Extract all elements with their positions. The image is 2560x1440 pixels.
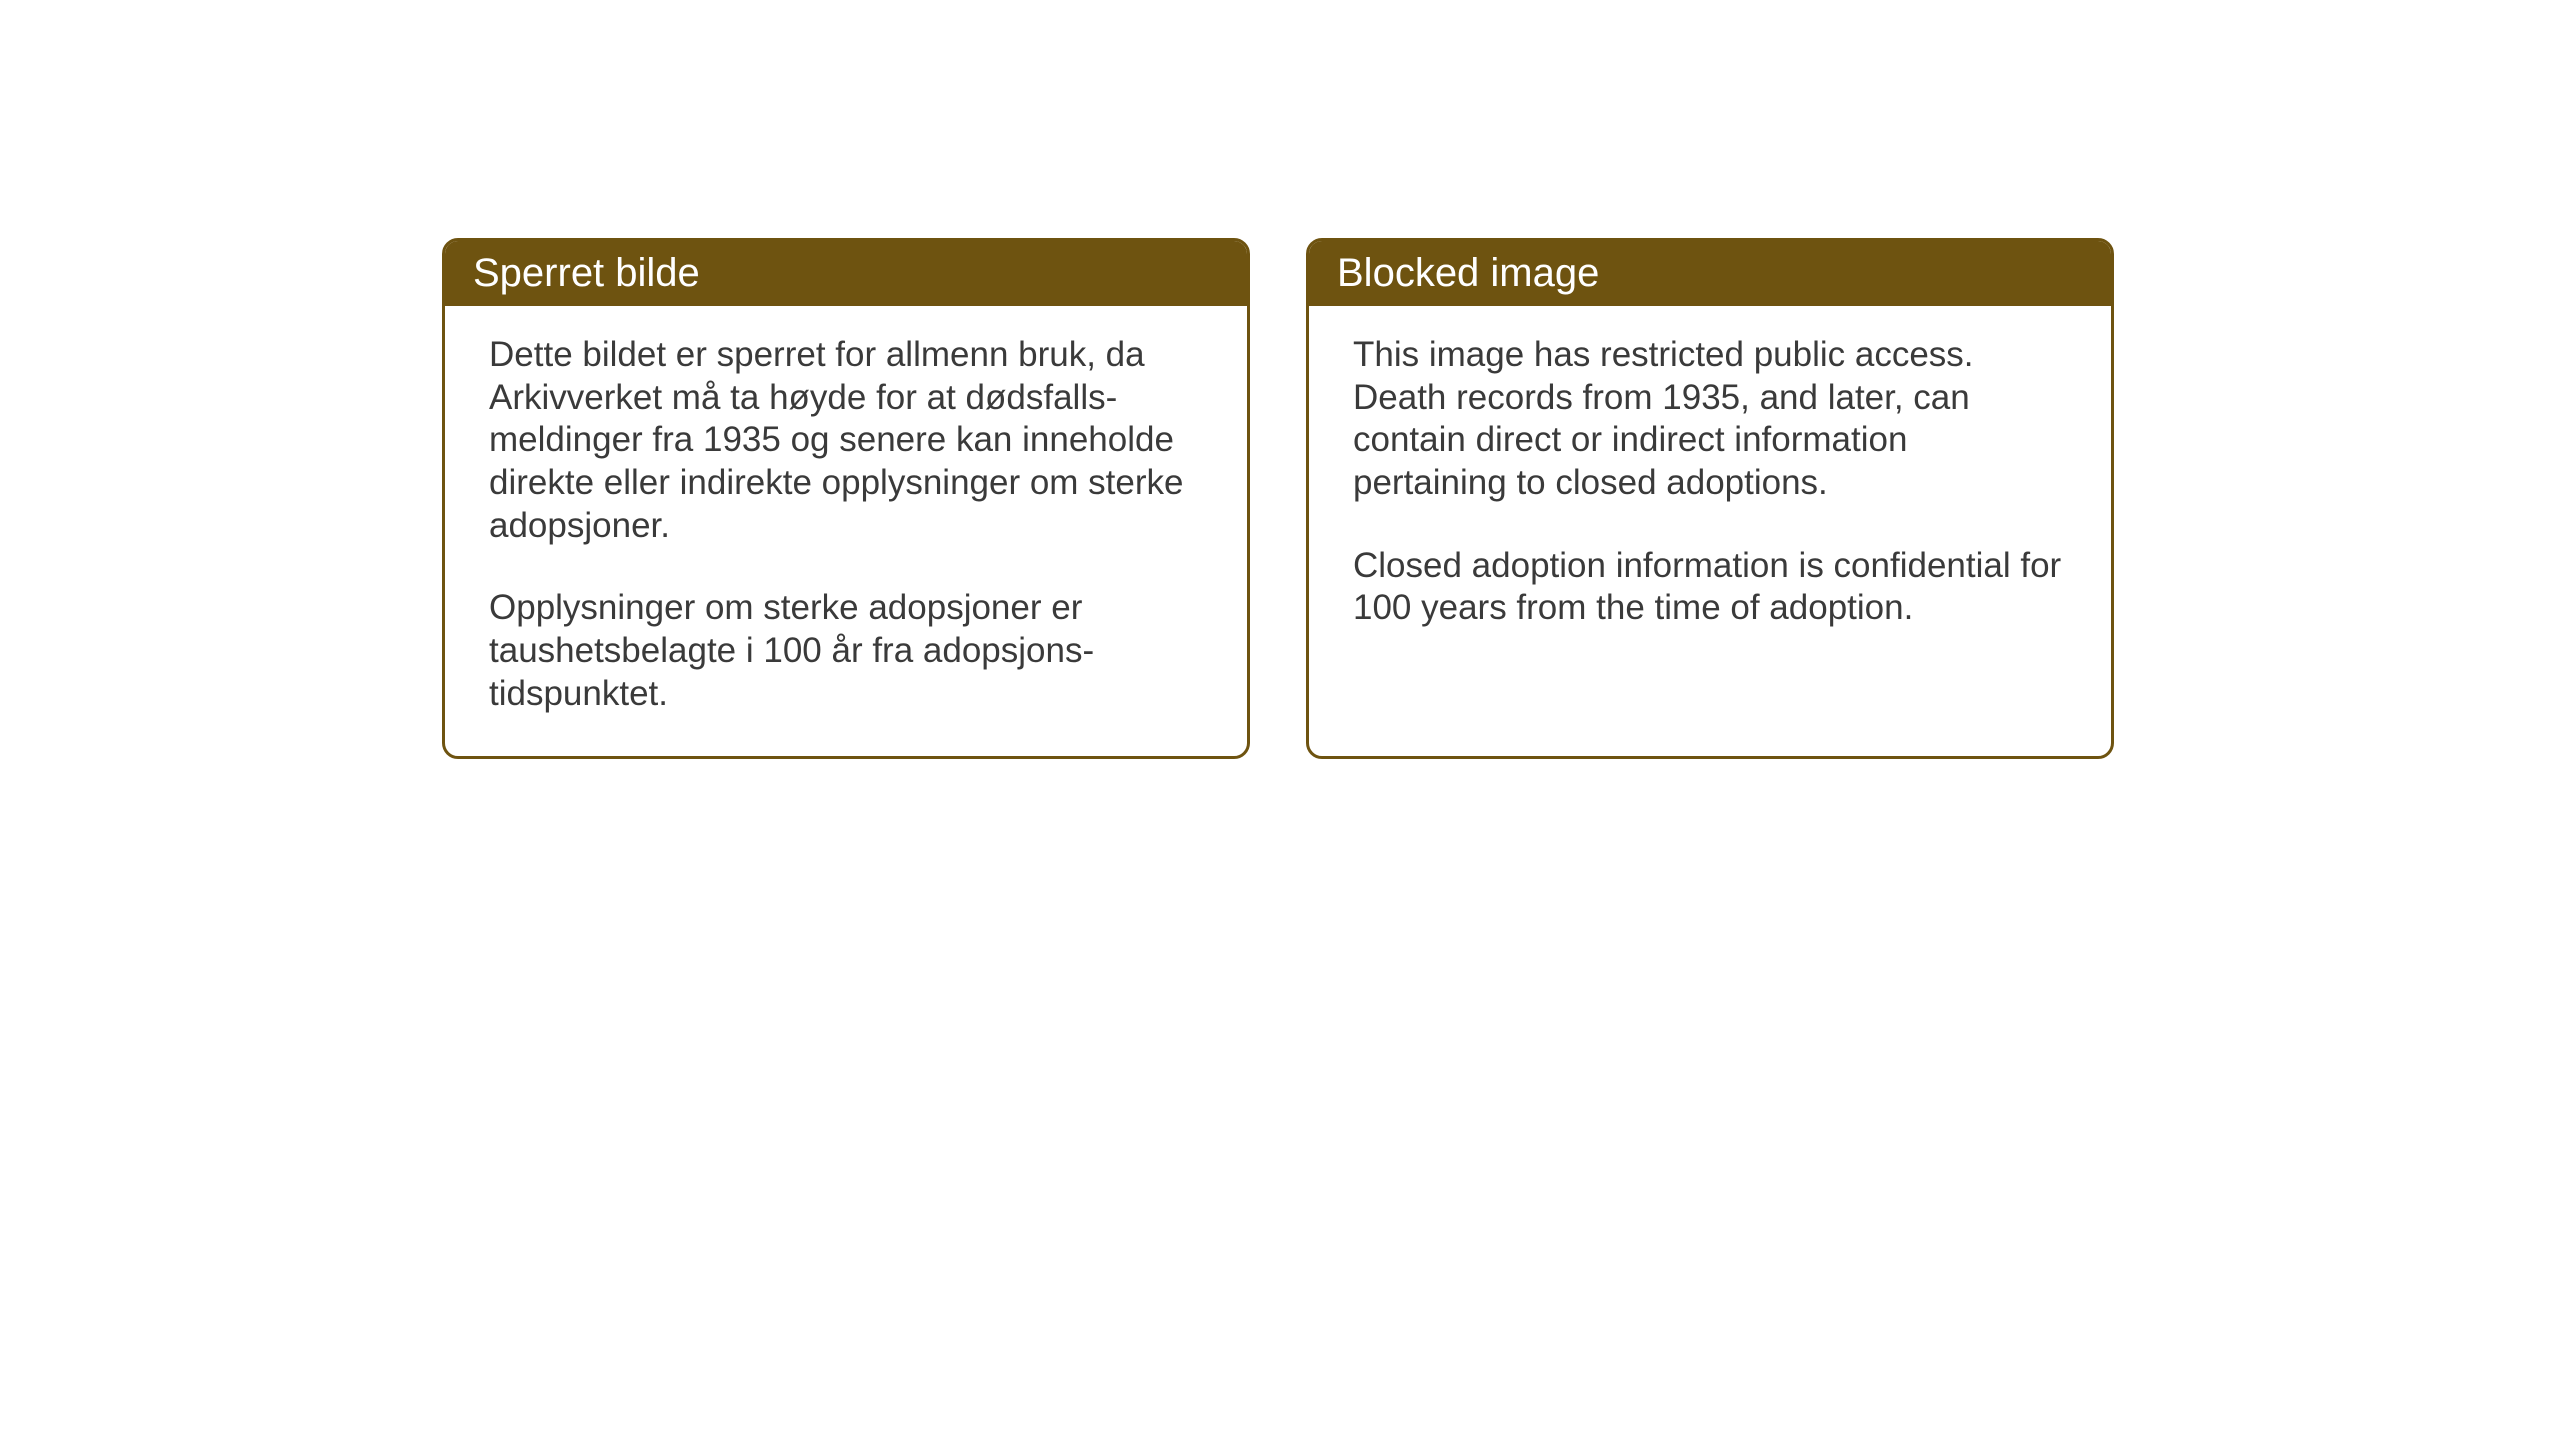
notice-container: Sperret bilde Dette bildet er sperret fo…	[442, 238, 2114, 759]
notice-header-norwegian: Sperret bilde	[445, 241, 1247, 306]
notice-box-norwegian: Sperret bilde Dette bildet er sperret fo…	[442, 238, 1250, 759]
notice-title-english: Blocked image	[1337, 251, 1599, 295]
notice-body-norwegian: Dette bildet er sperret for allmenn bruk…	[445, 306, 1247, 756]
notice-paragraph-1-english: This image has restricted public access.…	[1353, 334, 2067, 505]
notice-header-english: Blocked image	[1309, 241, 2111, 306]
notice-paragraph-1-norwegian: Dette bildet er sperret for allmenn bruk…	[489, 334, 1203, 547]
notice-paragraph-2-english: Closed adoption information is confident…	[1353, 545, 2067, 630]
notice-title-norwegian: Sperret bilde	[473, 251, 700, 295]
notice-paragraph-2-norwegian: Opplysninger om sterke adopsjoner er tau…	[489, 587, 1203, 715]
notice-box-english: Blocked image This image has restricted …	[1306, 238, 2114, 759]
notice-body-english: This image has restricted public access.…	[1309, 306, 2111, 714]
